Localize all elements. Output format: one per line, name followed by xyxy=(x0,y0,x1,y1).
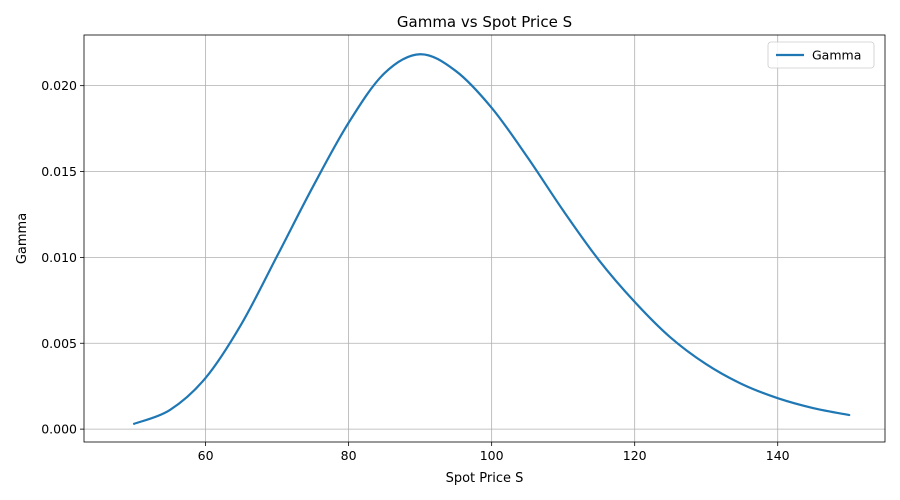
legend-box xyxy=(767,41,875,69)
series-line-gamma xyxy=(132,53,851,425)
y-tick-label: 0.015 xyxy=(41,164,77,179)
chart-title: Gamma vs Spot Price S xyxy=(397,13,572,31)
plot-frame xyxy=(83,34,886,443)
x-tick-label: 140 xyxy=(766,448,790,463)
x-axis-label: Spot Price S xyxy=(446,471,524,486)
y-tick-label: 0.005 xyxy=(41,336,77,351)
axis-ticks: 60 80 100 120 140 0.000 0.005 0.010 0.015 0.020 xyxy=(41,78,789,463)
x-tick-label: 60 xyxy=(198,448,214,463)
series-layer xyxy=(132,53,851,425)
x-tick-label: 120 xyxy=(623,448,647,463)
grid-lines xyxy=(84,35,885,442)
y-tick-label: 0.020 xyxy=(41,78,77,93)
y-tick-label: 0.010 xyxy=(41,250,77,265)
legend: Gamma xyxy=(767,41,875,69)
y-axis-label: Gamma xyxy=(15,213,30,264)
x-tick-label: 80 xyxy=(341,448,357,463)
x-tick-label: 100 xyxy=(480,448,504,463)
y-tick-label: 0.000 xyxy=(41,422,77,437)
legend-label: Gamma xyxy=(812,48,861,63)
